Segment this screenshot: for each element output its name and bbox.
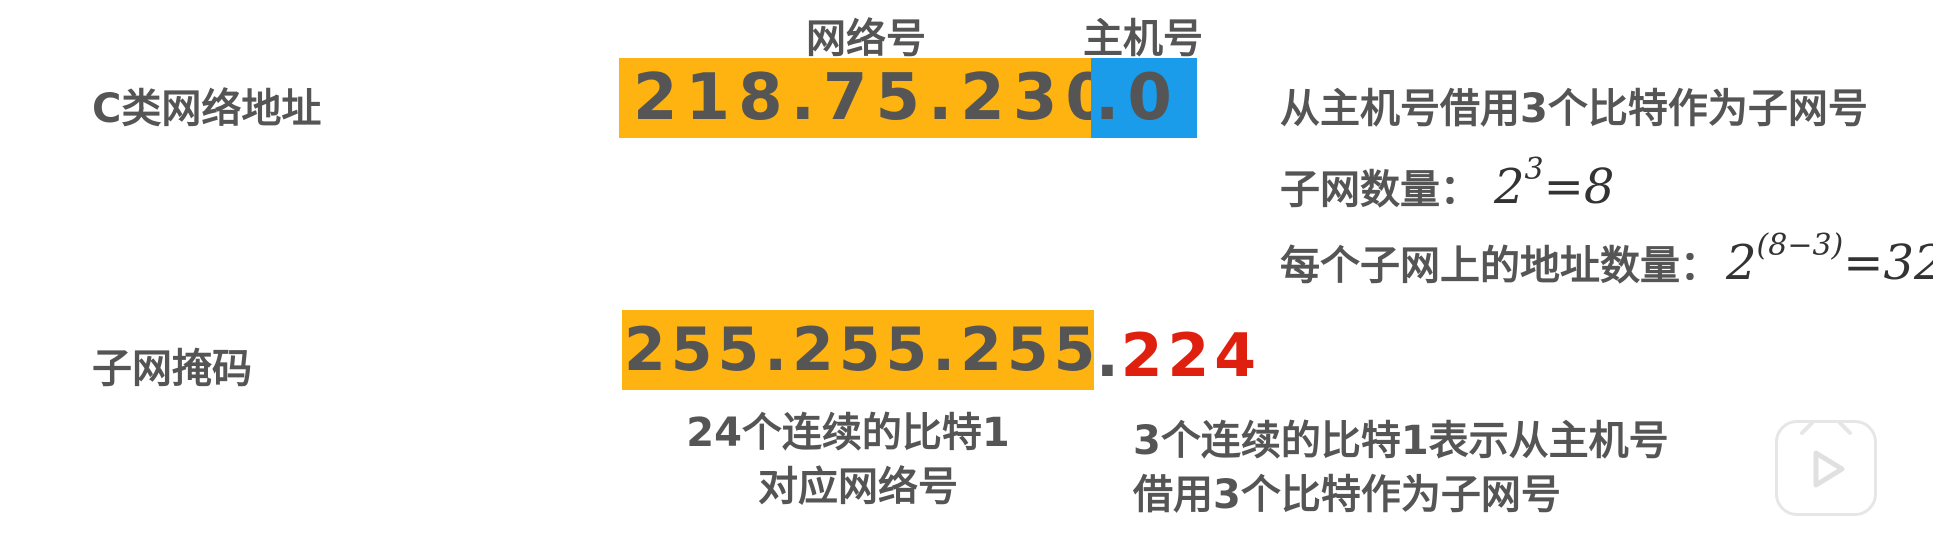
addresses-per-subnet-formula: 2(8−3)=32 [1726, 228, 1933, 291]
subnet-count-base: 2 [1494, 159, 1525, 215]
addresses-per-subnet-label: 每个子网上的地址数量： [1280, 243, 1720, 289]
addresses-exponent: (8−3) [1756, 228, 1844, 263]
play-icon [1800, 421, 1852, 488]
video-play-badge[interactable] [1775, 420, 1877, 516]
info-borrow-line: 从主机号借用3个比特作为子网号 [1280, 86, 1868, 132]
addresses-base: 2 [1726, 235, 1757, 291]
caption-left-line2: 对应网络号 [758, 464, 958, 510]
network-part-header: 网络号 [806, 16, 926, 62]
caption-right-line2: 借用3个比特作为子网号 [1133, 472, 1561, 518]
mask-network-block: 255.255.255 [622, 310, 1095, 390]
subnet-count-result: =8 [1543, 159, 1615, 215]
mask-dot: . [1096, 321, 1119, 391]
subnet-count-exponent: 3 [1524, 152, 1544, 187]
address-host-text: .0 [1095, 61, 1180, 135]
host-part-header: 主机号 [1083, 16, 1203, 62]
address-network-text: 218.75.230 [633, 61, 1118, 135]
mask-host-part: . 224 [1096, 316, 1261, 396]
info-subnet-count-line: 子网数量： 23=8 [1280, 152, 1614, 215]
caption-left-line1: 24个连续的比特1 [686, 410, 1010, 456]
mask-label: 子网掩码 [92, 346, 252, 392]
caption-right-line1: 3个连续的比特1表示从主机号 [1133, 418, 1669, 464]
address-network-block: 218.75.230 [619, 58, 1110, 138]
subnet-count-formula: 23=8 [1494, 152, 1614, 215]
addresses-result: =32 [1843, 235, 1933, 291]
mask-borrowed-text: 224 [1120, 321, 1262, 391]
subnet-count-label: 子网数量： [1280, 167, 1480, 213]
info-addresses-line: 每个子网上的地址数量： 2(8−3)=32 [1280, 228, 1933, 291]
address-host-block: .0 [1091, 58, 1197, 138]
address-label: C类网络地址 [92, 86, 322, 132]
mask-network-text: 255.255.255 [624, 315, 1101, 385]
